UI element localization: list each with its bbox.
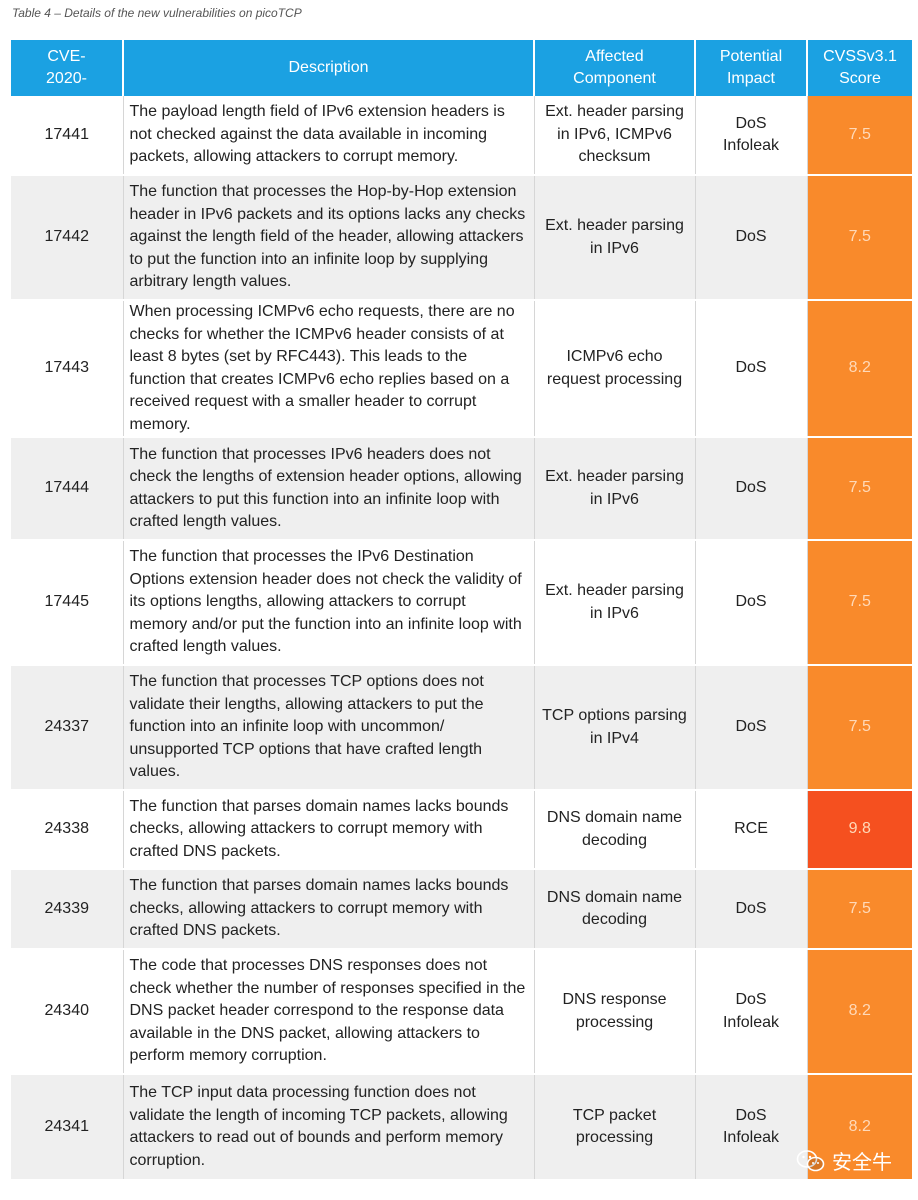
cvss-score-cell: 7.5: [807, 175, 912, 301]
description-cell: The function that processes IPv6 headers…: [123, 437, 535, 541]
cvss-score-cell: 7.5: [807, 665, 912, 791]
table-caption: Table 4 – Details of the new vulnerabili…: [12, 6, 302, 20]
description-cell: The function that parses domain names la…: [123, 869, 535, 950]
cve-id-cell: 24338: [11, 790, 124, 870]
cvss-score-cell: 7.5: [807, 540, 912, 666]
table-row: 17443 When processing ICMPv6 echo request…: [11, 300, 912, 438]
table-row: 17441 The payload length field of IPv6 ex…: [11, 96, 912, 176]
wechat-icon: [796, 1149, 825, 1171]
impact-value: Infoleak: [722, 1129, 780, 1146]
cve-id-cell: 24340: [11, 949, 124, 1075]
header-score-line-2: Score: [839, 70, 881, 87]
impact-value: DoS: [735, 991, 767, 1008]
cvss-score-cell: 7.5: [807, 96, 912, 176]
cve-id-cell: 17444: [11, 437, 124, 541]
impact-value: DoS: [735, 114, 767, 132]
impact-value: DoS: [735, 228, 767, 246]
vulnerability-table: CVE- 2020- Description Affected Componen…: [11, 40, 912, 1181]
cve-id-cell: 17442: [11, 175, 124, 301]
impact-value: DoS: [735, 899, 767, 917]
impact-cell: DoS: [695, 869, 808, 950]
description-cell: The payload length field of IPv6 extensi…: [123, 96, 535, 176]
impact-cell: DoS: [695, 300, 808, 438]
header-cve-line-2: 2020-: [46, 70, 87, 87]
description-cell: When processing ICMPv6 echo requests, th…: [123, 300, 535, 438]
header-impact-line-1: Potential: [719, 48, 783, 65]
table-row: 24339 The function that parses domain nam…: [11, 869, 912, 950]
component-cell: DNS domain name decoding: [534, 869, 696, 950]
cvss-score-cell: 8.2: [807, 949, 912, 1075]
table-row: 24337 The function that processes TCP opt…: [11, 665, 912, 791]
component-cell: TCP packet processing: [534, 1074, 696, 1181]
cvss-score-cell: 7.5: [807, 437, 912, 541]
cve-id-cell: 17441: [11, 96, 124, 176]
header-description: Description: [123, 40, 535, 96]
impact-value: DoS: [735, 359, 767, 377]
component-cell: DNS response processing: [534, 949, 696, 1075]
impact-cell: DoS Infoleak: [695, 949, 808, 1075]
watermark: 安全牛: [796, 1146, 892, 1175]
component-cell: Ext. header parsing in IPv6: [534, 540, 696, 666]
cve-id-cell: 24339: [11, 869, 124, 950]
impact-value: DoS: [735, 479, 767, 497]
component-cell: Ext. header parsing in IPv6: [534, 175, 696, 301]
table-header-row: CVE- 2020- Description Affected Componen…: [11, 40, 912, 96]
description-cell: The TCP input data processing function d…: [123, 1074, 535, 1181]
cvss-score-cell: 7.5: [807, 869, 912, 950]
header-score-line-1: CVSSv3.1: [823, 48, 897, 65]
description-cell: The function that processes the Hop-by-H…: [123, 175, 535, 301]
header-component: Affected Component: [534, 40, 696, 96]
table-row: 24341 The TCP input data processing funct…: [11, 1074, 912, 1181]
impact-cell: DoS Infoleak: [695, 96, 808, 176]
description-cell: The function that processes the IPv6 Des…: [123, 540, 535, 666]
table-row: 17444 The function that processes IPv6 he…: [11, 437, 912, 541]
impact-value: DoS: [735, 718, 767, 736]
table-row: 17442 The function that processes the Hop…: [11, 175, 912, 301]
cvss-score-cell: 9.8: [807, 790, 912, 870]
description-cell: The code that processes DNS responses do…: [123, 949, 535, 1075]
impact-cell: DoS: [695, 437, 808, 541]
impact-cell: DoS: [695, 540, 808, 666]
impact-value: DoS: [735, 593, 767, 611]
impact-value: DoS: [735, 1106, 767, 1124]
component-cell: Ext. header parsing in IPv6, ICMPv6 chec…: [534, 96, 696, 176]
watermark-text: 安全牛: [832, 1152, 892, 1174]
header-score: CVSSv3.1 Score: [807, 40, 912, 96]
impact-value: Infoleak: [722, 137, 780, 154]
description-cell: The function that processes TCP options …: [123, 665, 535, 791]
header-component-line-2: Component: [573, 70, 656, 87]
component-cell: TCP options parsing in IPv4: [534, 665, 696, 791]
table-row: 17445 The function that processes the IPv…: [11, 540, 912, 666]
cve-id-cell: 17445: [11, 540, 124, 666]
header-impact: Potential Impact: [695, 40, 808, 96]
description-cell: The function that parses domain names la…: [123, 790, 535, 870]
cvss-score-cell: 8.2: [807, 1074, 912, 1181]
header-cve-line-1: CVE-: [47, 48, 86, 65]
component-cell: ICMPv6 echo request processing: [534, 300, 696, 438]
impact-cell: DoS: [695, 665, 808, 791]
cve-id-cell: 17443: [11, 300, 124, 438]
impact-value: RCE: [734, 820, 768, 838]
header-impact-line-2: Impact: [726, 70, 775, 87]
impact-cell: DoS: [695, 175, 808, 301]
cvss-score-cell: 8.2: [807, 300, 912, 438]
component-cell: Ext. header parsing in IPv6: [534, 437, 696, 541]
impact-cell: DoS Infoleak: [695, 1074, 808, 1181]
impact-value: Infoleak: [722, 1013, 780, 1031]
cve-id-cell: 24341: [11, 1074, 124, 1181]
table-row: 24340 The code that processes DNS respons…: [11, 949, 912, 1075]
header-component-line-1: Affected: [585, 48, 644, 65]
table-row: 24338 The function that parses domain nam…: [11, 790, 912, 870]
header-cve: CVE- 2020-: [11, 40, 124, 96]
component-cell: DNS domain name decoding: [534, 790, 696, 870]
impact-cell: RCE: [695, 790, 808, 870]
cve-id-cell: 24337: [11, 665, 124, 791]
